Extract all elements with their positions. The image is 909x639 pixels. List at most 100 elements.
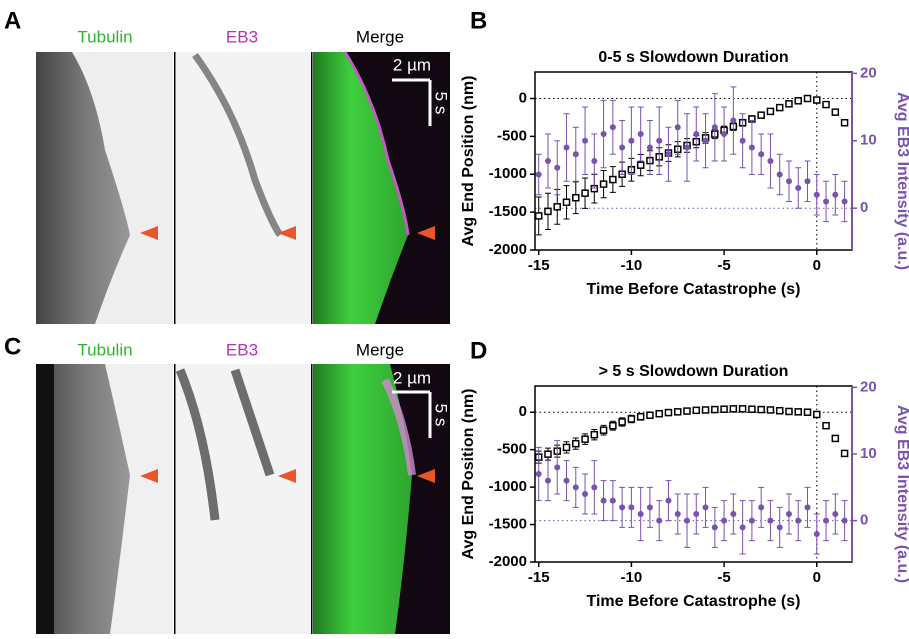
scale-label: 5 s (432, 404, 451, 427)
data-point (758, 151, 765, 158)
panel-label: A (4, 7, 21, 34)
data-point (609, 175, 617, 184)
scale-label: 2 µm (393, 368, 431, 387)
data-point (804, 504, 811, 511)
y-axis-label: Avg End Position (nm) (460, 76, 477, 247)
data-point (646, 144, 653, 151)
panel-label: D (470, 337, 487, 364)
data-point (674, 124, 681, 131)
data-point (581, 189, 589, 197)
y2-tick-label: 20 (860, 378, 877, 395)
data-point (739, 524, 746, 531)
data-point (795, 517, 802, 524)
data-point (637, 131, 644, 138)
data-point (599, 180, 608, 188)
data-point (748, 517, 755, 524)
x-tick-label: -15 (528, 569, 550, 586)
y-tick-label: -1000 (489, 478, 527, 495)
data-point (795, 184, 802, 191)
data-point (591, 158, 598, 164)
y2-axis-label: Avg EB3 Intensity (a.u.) (894, 92, 909, 270)
data-point (841, 198, 848, 205)
channel-label: Merge (356, 340, 404, 359)
kymograph: 2 µm 5 s (36, 364, 451, 634)
data-point (562, 198, 571, 207)
x-axis-label: Time Before Catastrophe (s) (587, 593, 801, 610)
data-point (655, 409, 663, 418)
data-point (683, 407, 691, 415)
y2-tick-label: 10 (860, 132, 877, 149)
channel-label: Tubulin (77, 27, 132, 46)
x-tick-label: -5 (717, 257, 730, 274)
data-point (544, 158, 551, 164)
data-point (563, 144, 570, 151)
data-point (785, 178, 792, 185)
x-tick-label: 0 (813, 569, 821, 586)
data-point (775, 103, 784, 112)
data-point (823, 517, 830, 524)
scale-label: 2 µm (393, 55, 431, 74)
data-point (776, 524, 783, 531)
data-point (766, 107, 775, 116)
y-tick-label: -1500 (489, 516, 527, 533)
data-point (693, 511, 700, 517)
data-point (544, 450, 552, 458)
y-tick-label: -500 (497, 127, 527, 144)
data-point (702, 504, 709, 511)
data-point (813, 96, 821, 104)
data-point (794, 97, 802, 105)
y2-tick-label: 0 (860, 199, 868, 216)
data-point (776, 171, 783, 178)
data-point (730, 511, 737, 517)
data-point (832, 511, 839, 517)
data-point (609, 124, 616, 131)
data-point (785, 407, 793, 416)
data-point (656, 517, 663, 524)
data-point (711, 524, 718, 531)
data-point (813, 531, 820, 537)
data-point (804, 178, 811, 185)
data-point (535, 471, 542, 477)
scale-label: 5 s (432, 92, 451, 115)
data-point (636, 161, 645, 169)
data-point (637, 511, 644, 517)
kymograph: 2 µm 5 s (36, 51, 451, 324)
y-tick-label: -1000 (489, 165, 527, 182)
data-point (609, 497, 616, 504)
y2-tick-label: 10 (860, 445, 877, 462)
data-point (738, 405, 747, 413)
y2-tick-label: 20 (860, 64, 877, 81)
y-axis-label: Avg End Position (nm) (460, 389, 477, 560)
data-point (553, 203, 561, 211)
channel-label: EB3 (226, 340, 258, 359)
data-point (767, 517, 774, 524)
data-point (582, 491, 589, 497)
data-point (581, 435, 589, 443)
y2-tick-label: 0 (860, 512, 868, 529)
channel-label: Merge (356, 27, 404, 46)
data-point (748, 144, 755, 151)
data-point (609, 421, 617, 430)
data-point (582, 137, 589, 144)
data-point (822, 100, 830, 109)
x-tick-label: -5 (717, 569, 730, 586)
data-point (813, 191, 820, 198)
y-tick-label: -500 (497, 441, 527, 458)
data-point (684, 144, 691, 151)
data-point (813, 410, 821, 419)
data-point (656, 137, 663, 144)
data-point (831, 108, 840, 116)
data-point (803, 94, 812, 103)
data-point (646, 411, 654, 419)
data-point (646, 504, 653, 511)
data-point (572, 193, 580, 202)
data-point (739, 137, 746, 144)
data-point (711, 124, 718, 131)
data-point (599, 426, 608, 434)
data-point (562, 443, 571, 452)
data-point (619, 144, 626, 151)
data-point (664, 408, 673, 417)
data-point (729, 405, 738, 413)
data-point (840, 449, 849, 458)
